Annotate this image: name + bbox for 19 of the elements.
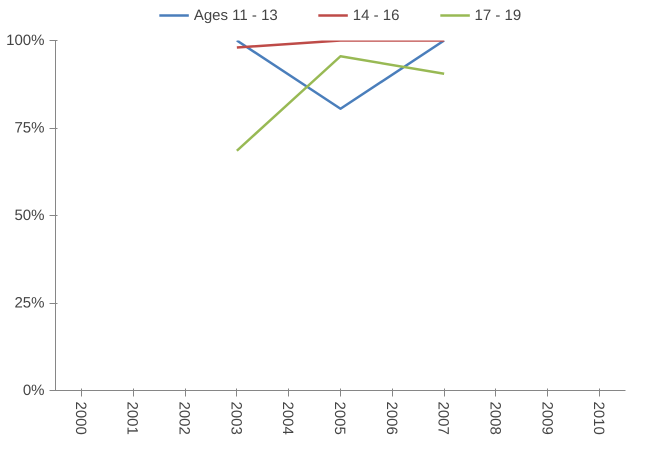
legend-label: 17 - 19 [474, 6, 522, 24]
y-tick-label: 100% [6, 32, 45, 49]
x-tick-label: 2001 [124, 402, 141, 435]
x-tick-label: 2005 [331, 402, 348, 435]
x-tick-label: 2008 [486, 402, 504, 435]
y-tick-label: 75% [14, 120, 45, 136]
x-tick-label: 2006 [382, 402, 400, 435]
x-tick-label: 2004 [279, 402, 296, 435]
legend-label: 14 - 16 [352, 6, 400, 24]
x-tick-label: 2010 [590, 402, 608, 435]
x-tick-label: 2003 [227, 402, 244, 435]
y-tick-label: 0% [22, 382, 45, 399]
x-tick-label: 2007 [434, 402, 452, 435]
legend-label: Ages 11 - 13 [194, 6, 278, 24]
y-tick-label: 25% [14, 294, 45, 312]
x-tick-label: 2009 [538, 402, 556, 435]
y-tick-label: 50% [14, 207, 45, 224]
x-tick-label: 2002 [176, 402, 193, 435]
x-tick-label: 2000 [72, 402, 89, 435]
